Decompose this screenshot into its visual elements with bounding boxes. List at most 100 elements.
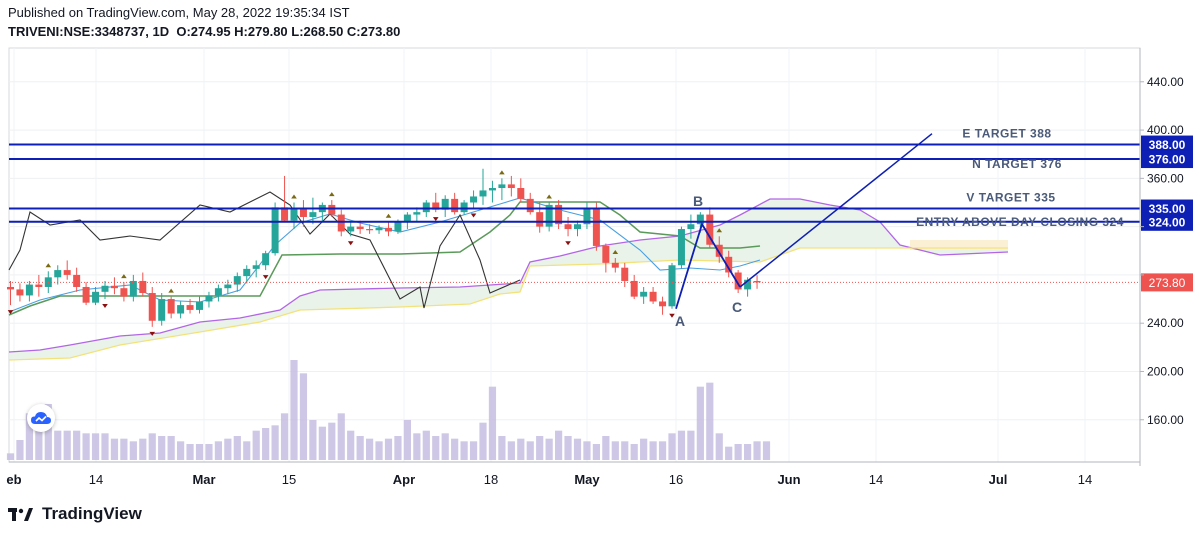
- volume-bar: [73, 430, 81, 460]
- volume-bar: [366, 438, 374, 460]
- x-tick-label: 18: [484, 472, 498, 487]
- x-tick-label: 14: [89, 472, 103, 487]
- volume-bar: [488, 386, 497, 460]
- volume-bar: [280, 413, 289, 460]
- fractal-up-marker: [716, 228, 723, 233]
- volume-bar: [91, 433, 100, 460]
- candle-body: [7, 286, 14, 290]
- fractal-up-marker: [499, 170, 505, 175]
- fractal-down-marker: [432, 217, 439, 222]
- x-tick-label: 14: [869, 472, 883, 487]
- candle-body: [555, 204, 563, 225]
- y-tick-label: 160.00: [1147, 413, 1184, 427]
- volume-bar: [403, 420, 411, 460]
- volume-bar: [82, 433, 90, 460]
- candle-body: [92, 291, 100, 303]
- volume-bar: [120, 438, 128, 460]
- volume-bar: [356, 436, 364, 460]
- volume-bar: [6, 453, 15, 460]
- volume-bar: [139, 438, 147, 460]
- volume-bar: [35, 406, 43, 460]
- volume-bar: [517, 438, 525, 460]
- candle-body: [479, 190, 487, 197]
- x-tick-label: Jul: [989, 472, 1008, 487]
- fractal-down-marker: [262, 275, 269, 280]
- volume-bar: [507, 441, 515, 460]
- tradingview-logo-button[interactable]: [27, 404, 55, 432]
- volume-bar: [696, 386, 704, 460]
- candle-body: [167, 299, 175, 314]
- base-line: [8, 201, 761, 316]
- volume-bar: [233, 436, 241, 460]
- candle-body: [186, 305, 194, 310]
- candle-body: [63, 270, 71, 275]
- candle-body: [224, 284, 232, 289]
- volume-bar: [148, 433, 156, 460]
- candle-body: [356, 226, 364, 230]
- candle-body: [16, 289, 24, 296]
- fractal-down-marker: [149, 331, 156, 336]
- candle-body: [281, 207, 289, 221]
- x-tick-label: May: [574, 472, 600, 487]
- volume-bar: [129, 441, 137, 460]
- candle-body: [309, 212, 317, 217]
- candle-body: [148, 293, 156, 321]
- abc-zigzag: [675, 222, 741, 309]
- volume-bar: [715, 433, 723, 460]
- grid: [8, 47, 1141, 463]
- leading-span-a: [8, 247, 1008, 361]
- candle-body: [347, 226, 355, 232]
- volume-bar: [753, 441, 761, 460]
- volume-bar: [44, 404, 52, 460]
- candle-body: [611, 262, 619, 268]
- candle-body: [366, 229, 374, 231]
- fractal-up-marker: [291, 194, 297, 199]
- candle-body: [214, 288, 222, 296]
- volume-bar: [224, 438, 232, 460]
- volume-bar: [573, 438, 582, 460]
- fractal-up-marker: [385, 213, 392, 218]
- volume-bar: [413, 433, 421, 460]
- fractal-down-marker: [470, 213, 477, 218]
- candle-body: [139, 280, 147, 294]
- symbol-label: TRIVENI:NSE:3348737, 1D: [8, 24, 170, 39]
- abc-pattern: A B C: [675, 133, 933, 329]
- volume-bar: [545, 438, 553, 460]
- volume-bar: [564, 436, 572, 460]
- published-label: Published on TradingView.com, May 28, 20…: [8, 5, 350, 20]
- volume-bar: [252, 430, 260, 460]
- level-price-label: 388.00: [1149, 138, 1186, 152]
- volume-bar: [621, 441, 629, 460]
- volume-bar: [706, 382, 714, 460]
- candle-body: [25, 284, 33, 296]
- candle-body: [271, 207, 279, 254]
- candle-body: [252, 265, 260, 269]
- volume-bar: [205, 444, 213, 460]
- candle-body: [120, 288, 128, 297]
- last-price-label: 273.80: [1149, 276, 1186, 290]
- volume-bar: [63, 430, 71, 460]
- volume-bar: [498, 436, 506, 460]
- ichimoku-cloud: [8, 198, 1009, 361]
- volume-bar: [602, 436, 610, 460]
- candle-body: [413, 212, 421, 215]
- candle-body: [526, 198, 534, 213]
- level-price-tag: [1141, 135, 1193, 154]
- last-price-tag: [1141, 273, 1193, 292]
- volume-bar: [658, 441, 667, 460]
- volume-bar: [687, 430, 695, 460]
- ohlc-label: O:274.95 H:279.80 L:268.50 C:273.80: [176, 24, 401, 39]
- fractal-up-marker: [168, 288, 174, 293]
- volume-bar: [479, 422, 487, 460]
- volume-bar: [762, 441, 771, 460]
- pattern-point-label: C: [732, 299, 742, 315]
- fractal-up-marker: [612, 250, 619, 255]
- fractal-up-marker: [45, 263, 52, 268]
- volume-bar: [526, 441, 534, 460]
- volume-bar: [441, 433, 449, 460]
- volume-bar: [214, 441, 222, 460]
- level-price-tag: [1141, 150, 1193, 169]
- candle-body: [630, 280, 638, 297]
- x-tick-label: eb: [6, 472, 21, 487]
